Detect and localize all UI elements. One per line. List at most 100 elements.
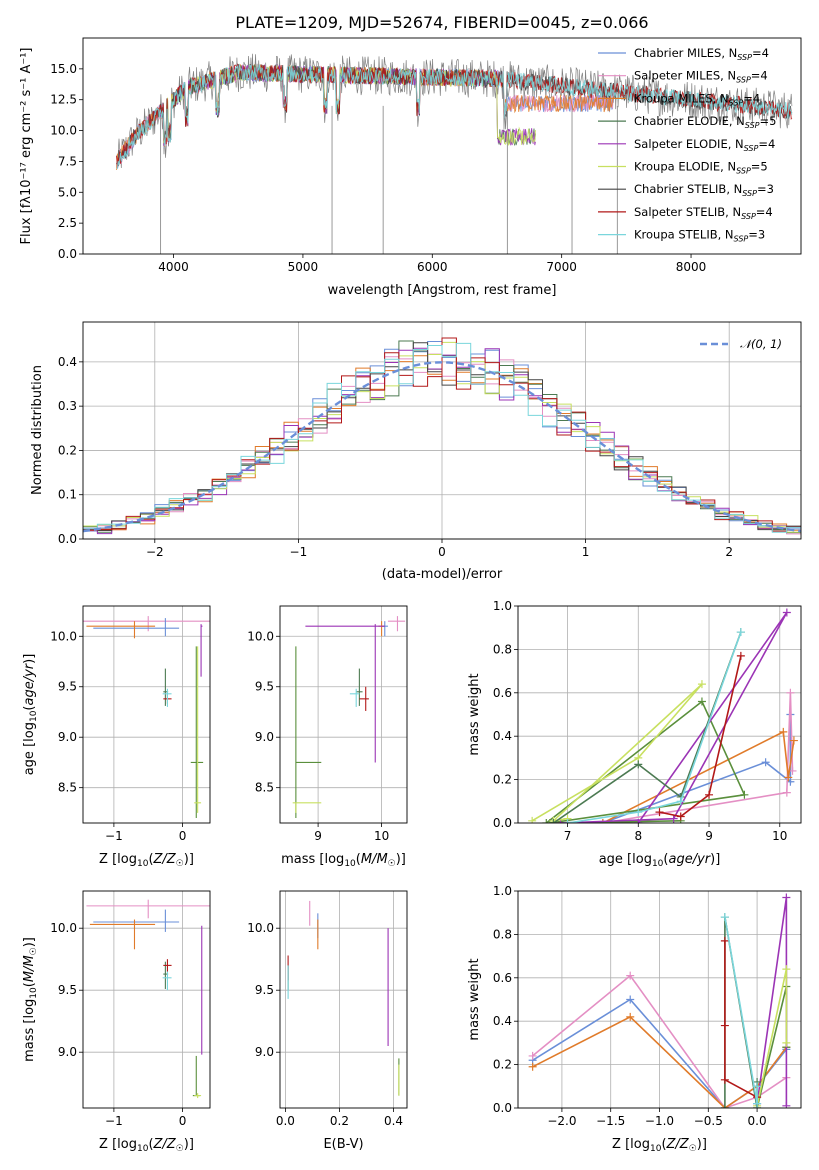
x-tick-label: 10 bbox=[374, 829, 389, 843]
weight-marker bbox=[634, 760, 643, 769]
weight-line-1 bbox=[602, 692, 794, 823]
y-tick-label: 9.5 bbox=[255, 680, 274, 694]
legend-label: Chabrier ELODIE, NSSP=5 bbox=[634, 114, 776, 130]
y-tick-label: 10.0 bbox=[50, 921, 77, 935]
x-tick-label: −0.5 bbox=[694, 1114, 723, 1128]
y-tick-label: 10.0 bbox=[247, 921, 274, 935]
weight-marker bbox=[528, 1051, 537, 1060]
errorbars bbox=[287, 900, 400, 1096]
weight-line-7 bbox=[659, 655, 742, 818]
y-tick-label: 15.0 bbox=[50, 62, 77, 76]
weight-marker bbox=[786, 688, 795, 697]
weight-vs-age-panel: 7 8 9 10 0.0 0.2 0.4 0.6 0.8 1.0 age [log10(age/yr… bbox=[467, 599, 802, 869]
y-tick-label: 0.8 bbox=[493, 642, 512, 656]
weight-marker bbox=[720, 1104, 729, 1108]
x-tick-label: 7 bbox=[564, 829, 572, 843]
weight-lines bbox=[528, 893, 791, 1108]
weight-marker bbox=[626, 971, 635, 980]
x-tick-label: 5000 bbox=[288, 260, 319, 274]
weight-line-7 bbox=[724, 940, 758, 1098]
weight-marker bbox=[782, 608, 791, 617]
x-tick-label: 0.4 bbox=[384, 1114, 403, 1128]
y-tick-label: 9.5 bbox=[255, 983, 274, 997]
weight-marker bbox=[542, 819, 551, 823]
weight-line-1 bbox=[532, 974, 787, 1108]
spectrum-panel: 4000 5000 6000 7000 8000 0.0 2.5 5.0 7.5 10.0 12.5… bbox=[19, 37, 802, 298]
weight-marker bbox=[697, 697, 706, 706]
weight-marker bbox=[753, 1082, 762, 1091]
weight-line-2 bbox=[602, 730, 795, 823]
x-tick-label: −1 bbox=[105, 1114, 123, 1128]
x-tick-label: 8 bbox=[634, 829, 642, 843]
mass-vs-metallicity-panel: −1 0 9.0 9.5 10.0 Z [log10(Z/Z☉)] mass [log10(… bbox=[22, 890, 211, 1154]
axes-frame bbox=[517, 605, 802, 824]
y-tick-label: 0.0 bbox=[58, 247, 77, 261]
y-tick-label: 2.5 bbox=[58, 216, 77, 230]
x-tick-label: −1 bbox=[105, 829, 123, 843]
legend-label: 𝒩(0, 1) bbox=[740, 337, 782, 351]
x-tick-label: −2 bbox=[146, 545, 164, 559]
x-tick-label: 6000 bbox=[417, 260, 448, 274]
y-tick-label: 0.4 bbox=[493, 1014, 512, 1028]
legend-label: Chabrier STELIB, NSSP=3 bbox=[634, 182, 774, 198]
y-tick-label: 10.0 bbox=[247, 629, 274, 643]
weight-marker bbox=[782, 1101, 791, 1108]
weight-marker bbox=[669, 814, 678, 823]
weight-marker bbox=[782, 965, 791, 974]
x-axis-label: Z [log10(Z/Z☉)] bbox=[612, 1137, 707, 1154]
weight-line-5 bbox=[756, 968, 788, 1106]
weight-marker bbox=[789, 736, 798, 745]
axes-frame bbox=[82, 321, 802, 540]
y-tick-label: 0.2 bbox=[493, 1058, 512, 1072]
x-tick-label: 1 bbox=[582, 545, 590, 559]
weight-marker bbox=[782, 893, 791, 902]
weight-marker bbox=[697, 680, 706, 689]
weight-marker bbox=[549, 819, 558, 823]
y-tick-label: 0.0 bbox=[493, 1101, 512, 1115]
y-tick-label: 0.8 bbox=[493, 927, 512, 941]
x-axis-label: mass [log10(M/M☉)] bbox=[281, 852, 406, 869]
x-axis-label: Z [log10(Z/Z☉)] bbox=[99, 852, 194, 869]
x-tick-label: 0 bbox=[179, 829, 187, 843]
x-tick-label: 10 bbox=[772, 829, 787, 843]
y-tick-label: 0.0 bbox=[58, 532, 77, 546]
weight-marker bbox=[736, 628, 745, 637]
weight-marker bbox=[740, 790, 749, 799]
weight-line-5 bbox=[531, 683, 703, 822]
x-tick-label: 0 bbox=[438, 545, 446, 559]
y-tick-label: 0.2 bbox=[58, 443, 77, 457]
y-tick-label: 0.6 bbox=[493, 971, 512, 985]
x-tick-label: −1.5 bbox=[596, 1114, 625, 1128]
legend-label: Kroupa ELODIE, NSSP=5 bbox=[634, 160, 768, 176]
y-tick-label: 5.0 bbox=[58, 185, 77, 199]
y-tick-label: 12.5 bbox=[50, 93, 77, 107]
y-tick-label: 10.0 bbox=[50, 124, 77, 138]
mass-vs-extinction-panel: 0.0 0.2 0.4 9.0 9.5 10.0 E(B-V) bbox=[247, 890, 408, 1152]
x-tick-label: 9 bbox=[314, 829, 322, 843]
y-tick-label: 1.0 bbox=[493, 599, 512, 613]
x-axis-label: (data-model)/error bbox=[382, 567, 503, 582]
y-tick-label: 0.4 bbox=[493, 729, 512, 743]
x-tick-label: −1 bbox=[290, 545, 308, 559]
legend-label: Kroupa MILES, NSSP=4 bbox=[634, 91, 760, 107]
y-tick-label: 0.4 bbox=[58, 355, 77, 369]
y-tick-label: 10.0 bbox=[50, 629, 77, 643]
weight-marker bbox=[720, 1021, 729, 1030]
legend-label: Salpeter ELODIE, NSSP=4 bbox=[634, 137, 775, 153]
weight-vs-metallicity-panel: −2.0 −1.5 −1.0 −0.5 0.0 0.0 0.2 0.4 0.6 0.8 1.0 Z [… bbox=[467, 884, 802, 1154]
legend-label: Salpeter STELIB, NSSP=4 bbox=[634, 205, 773, 221]
x-tick-label: 8000 bbox=[676, 260, 707, 274]
y-tick-label: 0.3 bbox=[58, 399, 77, 413]
weight-marker bbox=[705, 790, 714, 799]
x-tick-label: 0.0 bbox=[276, 1114, 295, 1128]
x-tick-label: 2 bbox=[725, 545, 733, 559]
legend-label: Chabrier MILES, NSSP=4 bbox=[634, 46, 769, 62]
y-tick-label: 9.0 bbox=[58, 1045, 77, 1059]
histogram-8 bbox=[83, 342, 801, 533]
weight-line-4 bbox=[560, 612, 788, 823]
weight-marker bbox=[784, 773, 793, 782]
spectrum-lines bbox=[116, 53, 793, 254]
gaussian-curve bbox=[83, 361, 801, 533]
model-line-8 bbox=[116, 63, 793, 169]
weight-marker bbox=[676, 797, 685, 806]
